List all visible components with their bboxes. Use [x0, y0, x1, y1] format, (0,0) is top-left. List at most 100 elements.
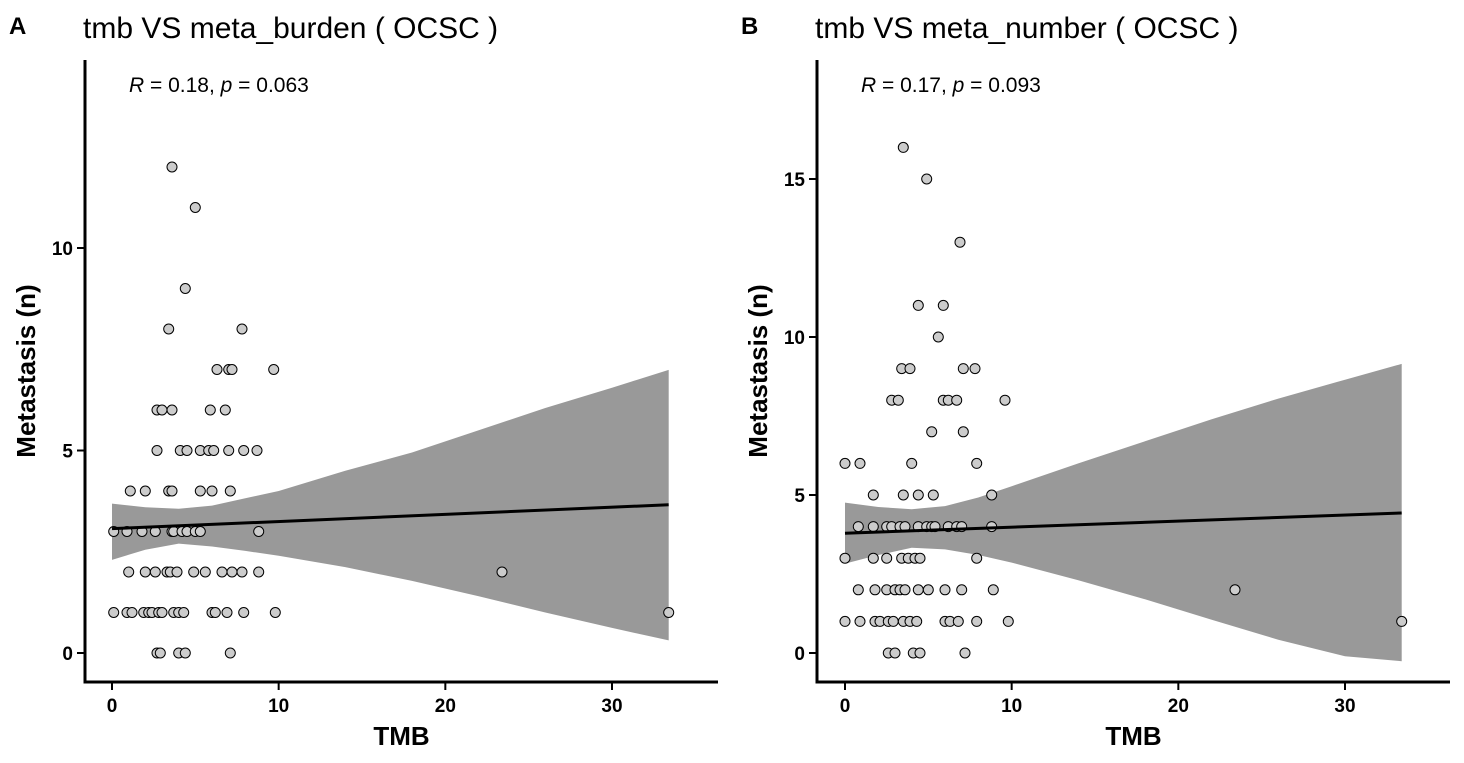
data-point: [189, 202, 201, 213]
y-tick-label: 10: [52, 239, 73, 260]
data-point: [206, 485, 218, 497]
data-point: [914, 647, 926, 659]
data-point: [251, 445, 263, 456]
data-point: [852, 521, 864, 533]
data-point: [181, 445, 193, 456]
data-point: [939, 584, 951, 596]
data-point: [1396, 615, 1408, 627]
data-point: [194, 526, 206, 537]
data-point: [971, 457, 983, 469]
x-tick-label: 20: [1168, 696, 1189, 717]
data-point: [897, 489, 909, 501]
x-tick-label: 0: [107, 696, 118, 717]
data-point: [156, 404, 168, 416]
data-point: [223, 445, 235, 456]
y-axis-title: Metastasis (n): [743, 284, 773, 457]
data-point: [932, 331, 944, 343]
data-point: [226, 566, 238, 578]
y-tick-label: 5: [794, 486, 805, 507]
data-point: [226, 364, 238, 375]
data-point: [236, 323, 248, 335]
data-point: [867, 489, 879, 501]
data-point: [166, 485, 178, 497]
data-point: [1229, 584, 1241, 596]
data-point: [253, 566, 265, 578]
y-tick-label: 0: [62, 644, 73, 665]
data-point: [937, 299, 949, 311]
data-point: [216, 566, 228, 578]
chart-title: tmb VS meta_burden ( OCSC ): [83, 12, 498, 45]
data-point: [969, 363, 981, 375]
y-tick-label: 15: [784, 170, 806, 191]
x-tick-label: 10: [268, 696, 289, 717]
data-point: [208, 445, 220, 456]
data-point: [957, 363, 969, 375]
data-point: [906, 457, 918, 469]
correlation-annotation: R = 0.18, p = 0.063: [129, 74, 309, 97]
data-point: [839, 457, 851, 469]
data-point: [179, 283, 191, 294]
confidence-band: [112, 369, 669, 641]
regression-line: [844, 511, 1402, 535]
data-point: [869, 584, 881, 596]
data-point: [852, 584, 864, 596]
data-point: [224, 647, 236, 659]
data-point: [188, 566, 200, 578]
x-tick-label: 10: [1001, 696, 1022, 717]
x-tick-label: 20: [435, 696, 456, 717]
data-point: [253, 526, 265, 537]
data-point: [224, 485, 236, 497]
data-point: [889, 647, 901, 659]
data-point: [209, 607, 221, 618]
data-point: [926, 426, 938, 438]
data-point: [867, 521, 879, 533]
data-point: [867, 552, 879, 564]
data-point: [839, 615, 851, 627]
confidence-band: [845, 363, 1402, 662]
data-point: [922, 584, 934, 596]
data-point: [496, 566, 508, 578]
data-point: [156, 607, 168, 618]
annotation-p-symbol: p: [220, 74, 233, 97]
data-point: [951, 394, 963, 406]
data-point: [199, 566, 211, 578]
data-point: [881, 552, 893, 564]
y-tick-label: 0: [794, 644, 805, 665]
data-point: [912, 299, 924, 311]
data-point: [1002, 615, 1014, 627]
data-point: [123, 566, 135, 578]
regression-line: [111, 503, 669, 531]
data-point: [986, 489, 998, 501]
annotation-r-symbol: R: [861, 74, 876, 97]
data-point: [971, 615, 983, 627]
data-point: [987, 584, 999, 596]
data-point: [912, 584, 924, 596]
data-point: [149, 566, 161, 578]
data-point: [166, 161, 178, 173]
data-point: [912, 489, 924, 501]
data-point: [211, 364, 223, 375]
data-point: [899, 584, 911, 596]
x-tick-label: 30: [601, 696, 622, 717]
data-point: [151, 445, 163, 456]
data-point: [171, 566, 183, 578]
data-point: [269, 607, 281, 618]
data-point: [179, 647, 191, 659]
data-point: [887, 615, 899, 627]
data-point: [921, 173, 933, 185]
annotation-r-text: = 0.18,: [144, 74, 220, 97]
x-tick-label: 30: [1334, 696, 1355, 717]
data-point: [999, 394, 1011, 406]
annotation-r-text: = 0.17,: [876, 74, 952, 97]
x-tick-label: 0: [840, 696, 851, 717]
data-point: [194, 485, 206, 497]
data-point: [166, 404, 178, 416]
data-point: [163, 323, 175, 335]
data-point: [914, 552, 926, 564]
data-point: [139, 485, 151, 497]
data-point: [178, 607, 190, 618]
data-point: [911, 615, 923, 627]
correlation-annotation: R = 0.17, p = 0.093: [861, 74, 1041, 97]
